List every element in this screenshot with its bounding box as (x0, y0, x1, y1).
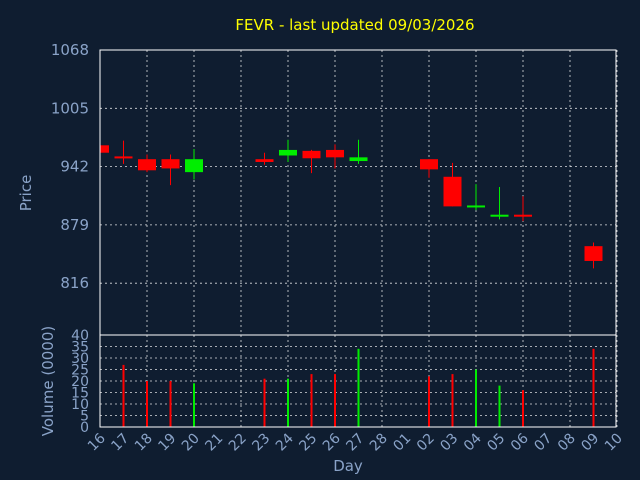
volume-bar-04 (475, 369, 477, 427)
volume-bar-09 (592, 348, 595, 427)
candle-18 (138, 154, 156, 173)
price-tick-label: 1005 (51, 99, 89, 117)
candle-body (490, 214, 509, 217)
volume-bar-06 (522, 390, 524, 427)
volume-bar-05 (498, 385, 501, 427)
volume-series (122, 348, 595, 427)
candle-16 (99, 145, 109, 153)
candle-body (114, 156, 133, 159)
candle-19 (161, 154, 180, 186)
candle-body (467, 205, 485, 208)
price-tick-label: 1068 (51, 41, 89, 59)
candle-06 (514, 196, 532, 222)
candle-05 (490, 186, 509, 220)
volume-tick-label: 35 (71, 340, 89, 356)
volume-bar-23 (263, 378, 266, 427)
volume-tick-label: 25 (71, 363, 89, 379)
day-axis-label: Day (333, 457, 363, 475)
price-axis-ticks: 1068 1005 942 879 816 (51, 41, 89, 292)
candle-body (185, 159, 203, 173)
volume-tick-label: 0 (80, 420, 89, 436)
candle-20 (185, 149, 203, 180)
candle-body (584, 246, 603, 261)
price-axis-label: Price (17, 175, 35, 212)
candle-body (138, 159, 156, 171)
candlestick-series (99, 139, 603, 269)
price-tick-label: 879 (60, 216, 89, 234)
chart-title: FEVR - last updated 09/03/2026 (235, 16, 474, 34)
candle-17 (114, 140, 133, 164)
volume-tick-label: 30 (71, 351, 89, 367)
volume-bar-03 (451, 374, 454, 427)
candle-body (100, 145, 109, 153)
price-tick-label: 816 (60, 274, 89, 292)
volume-grid (100, 335, 618, 427)
candle-body (255, 159, 274, 162)
volume-axis-label: Volume (0000) (39, 326, 57, 436)
volume-bar-24 (287, 378, 289, 427)
candle-body (443, 176, 462, 207)
candle-body (420, 159, 438, 170)
candle-body (279, 149, 297, 156)
candle-26 (326, 144, 344, 169)
candle-body (161, 159, 180, 169)
candle-09 (584, 242, 603, 269)
candle-body (514, 214, 532, 217)
candle-25 (302, 149, 321, 174)
candle-03 (443, 162, 462, 207)
volume-bar-18 (146, 381, 148, 427)
volume-tick-label: 40 (71, 328, 89, 344)
volume-bar-20 (193, 383, 195, 427)
candle-body (349, 157, 368, 162)
day-axis-ticks: 16 17 18 19 20 21 22 23 24 25 26 27 28 01 02 03 04 05 06 07… (85, 430, 626, 454)
volume-tick-label: 20 (71, 374, 89, 390)
candle-24 (279, 139, 297, 162)
candle-23 (255, 152, 274, 165)
volume-bar-19 (169, 381, 172, 427)
price-tick-label: 942 (60, 158, 89, 176)
candle-27 (349, 139, 368, 164)
candle-04 (467, 184, 485, 211)
volume-tick-label: 15 (71, 386, 89, 402)
volume-bar-17 (122, 364, 125, 427)
volume-bar-27 (357, 348, 360, 427)
candle-body (326, 149, 344, 158)
volume-tick-label: 10 (71, 397, 89, 413)
volume-panel-frame (99, 334, 617, 428)
volume-bar-02 (428, 376, 430, 427)
candle-body (302, 150, 321, 159)
volume-tick-label: 5 (80, 409, 89, 425)
volume-bar-25 (310, 374, 313, 427)
candle-02 (420, 159, 438, 178)
volume-bar-26 (334, 374, 336, 427)
